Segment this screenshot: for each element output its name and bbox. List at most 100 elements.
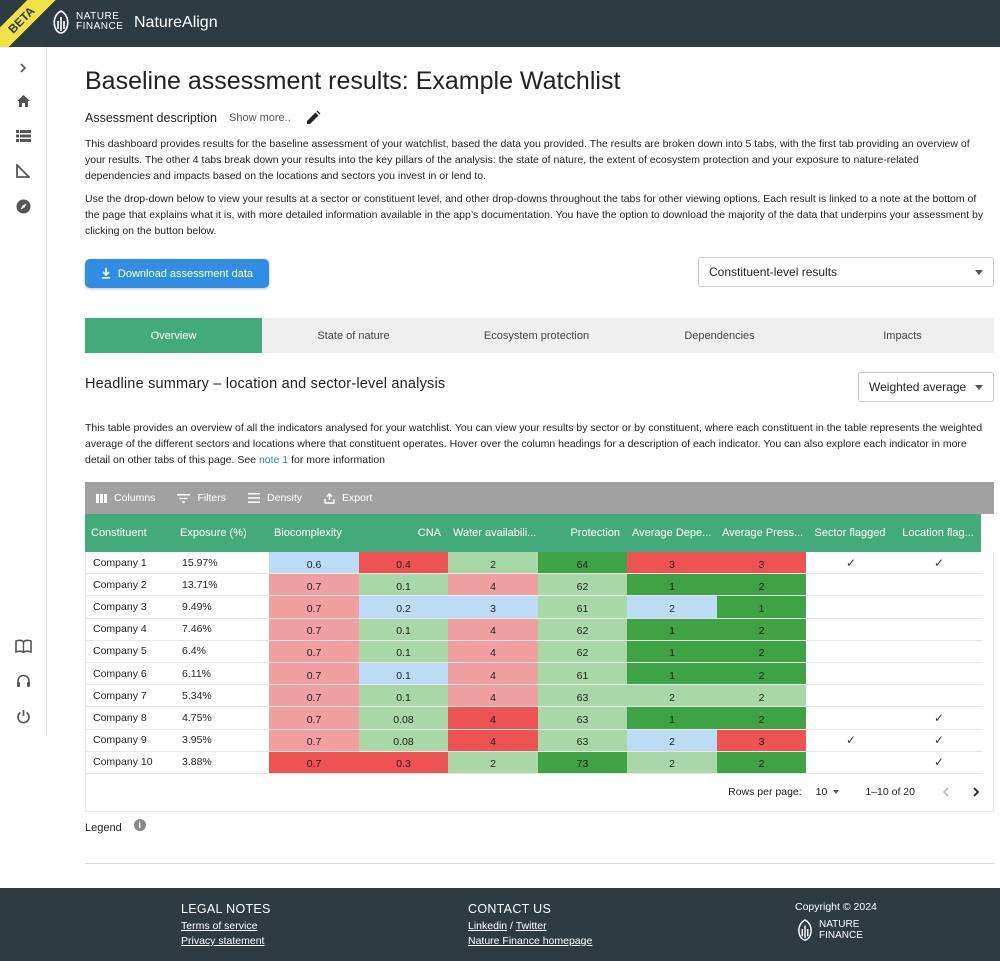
- protection-cell: 63: [538, 729, 627, 751]
- legend-row[interactable]: Legend i: [85, 819, 146, 834]
- location-flagged-check-icon: [896, 574, 982, 595]
- cna-cell: 0.08: [359, 707, 448, 729]
- exposure-cell: 3.88%: [182, 756, 212, 769]
- section-divider: [85, 863, 994, 864]
- sidebar: [0, 47, 47, 735]
- results-tabs: Overview State of nature Ecosystem prote…: [85, 318, 994, 353]
- header-average-pressure[interactable]: Average Press...: [722, 527, 804, 539]
- info-icon[interactable]: i: [133, 819, 146, 831]
- table-row[interactable]: Company 1 15.97% 0.6 0.4 2 64 3 3 ✓ ✓: [86, 552, 982, 575]
- filters-button[interactable]: Filters: [177, 492, 226, 504]
- table-row[interactable]: Company 2 13.71% 0.7 0.1 4 62 1 2: [86, 574, 982, 597]
- density-icon: [248, 493, 261, 503]
- sector-flagged-check-icon: [806, 685, 896, 706]
- ruler-icon[interactable]: [14, 162, 32, 180]
- water-availability-cell: 4: [448, 707, 538, 729]
- exposure-cell: 4.75%: [182, 711, 212, 724]
- header-protection[interactable]: Protection: [570, 527, 620, 539]
- footer-legal-column: LEGAL NOTES Terms of service Privacy sta…: [181, 902, 271, 949]
- average-dependency-cell: 2: [627, 596, 717, 618]
- table-row[interactable]: Company 8 4.75% 0.7 0.08 4 63 1 2 ✓: [86, 707, 982, 730]
- biocomplexity-cell: 0.7: [269, 707, 359, 729]
- twitter-link[interactable]: Twitter: [515, 920, 547, 932]
- header-water-availability[interactable]: Water availabili...: [453, 527, 537, 539]
- book-icon[interactable]: [14, 637, 32, 655]
- chevron-down-icon: [975, 270, 983, 275]
- constituent-name-cell: Company 2: [93, 578, 147, 591]
- compass-icon[interactable]: [14, 197, 32, 215]
- constituent-name-cell: Company 7: [93, 689, 147, 702]
- logo-line-2: FINANCE: [76, 21, 124, 32]
- tab-impacts[interactable]: Impacts: [883, 329, 922, 342]
- home-icon[interactable]: [14, 92, 32, 110]
- header-cna[interactable]: CNA: [417, 527, 441, 539]
- privacy-statement-link[interactable]: Privacy statement: [181, 935, 265, 947]
- linkedin-link[interactable]: Linkedin: [468, 920, 508, 932]
- result-level-select[interactable]: Constituent-level results: [698, 257, 994, 287]
- note-1-link[interactable]: note 1: [258, 454, 289, 466]
- contact-us-heading: CONTACT US: [468, 902, 552, 916]
- tab-overview[interactable]: Overview: [85, 318, 262, 353]
- header-sector-flagged[interactable]: Sector flagged: [814, 527, 886, 539]
- export-button[interactable]: Export: [324, 492, 372, 504]
- headset-icon[interactable]: [14, 672, 32, 690]
- summary-data-grid: Columns Filters Density Export Constitue…: [85, 482, 994, 812]
- header-exposure[interactable]: Exposure (%): [180, 527, 247, 539]
- protection-cell: 61: [538, 662, 627, 685]
- footer-logo[interactable]: NATURE FINANCE: [795, 918, 877, 942]
- header-location-flagged[interactable]: Location flag...: [902, 527, 974, 539]
- average-pressure-cell: 1: [717, 596, 806, 618]
- sector-flagged-check-icon: [806, 619, 896, 640]
- rows-per-page-select[interactable]: 10: [816, 786, 840, 798]
- previous-page-icon[interactable]: [941, 787, 951, 797]
- constituent-name-cell: Company 5: [93, 645, 147, 658]
- table-row[interactable]: Company 3 9.49% 0.7 0.2 3 61 2 1: [86, 596, 982, 619]
- pencil-edit-icon[interactable]: [305, 110, 321, 126]
- header-biocomplexity[interactable]: Biocomplexity: [274, 527, 342, 539]
- table-row[interactable]: Company 4 7.46% 0.7 0.1 4 62 1 2: [86, 618, 982, 641]
- density-button[interactable]: Density: [248, 492, 302, 504]
- tab-dependencies[interactable]: Dependencies: [684, 329, 755, 342]
- footer-copyright-column: Copyright © 2024 NATURE FINANCE: [795, 901, 877, 942]
- header-average-dependency[interactable]: Average Depe...: [632, 527, 712, 539]
- water-availability-cell: 4: [448, 640, 538, 662]
- table-row[interactable]: Company 5 6.4% 0.7 0.1 4 62 1 2: [86, 640, 982, 663]
- show-more-link[interactable]: Show more..: [229, 112, 291, 124]
- cna-cell: 0.4: [359, 552, 448, 574]
- protection-cell: 61: [538, 596, 627, 618]
- average-pressure-cell: 2: [717, 751, 806, 773]
- average-dependency-cell: 1: [627, 640, 717, 662]
- biocomplexity-cell: 0.7: [269, 729, 359, 751]
- chevron-right-icon[interactable]: [14, 59, 32, 77]
- exposure-cell: 5.34%: [182, 689, 212, 702]
- water-availability-cell: 2: [448, 751, 538, 773]
- columns-button[interactable]: Columns: [96, 492, 155, 504]
- location-flagged-check-icon: ✓: [933, 555, 945, 570]
- cna-cell: 0.1: [359, 618, 448, 640]
- average-pressure-cell: 2: [717, 640, 806, 662]
- table-row[interactable]: Company 10 3.88% 0.7 0.3 2 73 2 2 ✓: [86, 751, 982, 774]
- weighting-select[interactable]: Weighted average: [858, 372, 994, 402]
- average-pressure-cell: 2: [717, 618, 806, 640]
- water-availability-cell: 4: [448, 729, 538, 751]
- location-flagged-check-icon: [896, 663, 982, 684]
- power-icon[interactable]: [14, 707, 32, 725]
- average-dependency-cell: 3: [627, 552, 717, 574]
- list-icon[interactable]: [14, 127, 32, 145]
- table-row[interactable]: Company 6 6.11% 0.7 0.1 4 61 1 2: [86, 662, 982, 686]
- biocomplexity-cell: 0.6: [269, 552, 359, 574]
- next-page-icon[interactable]: [971, 787, 981, 798]
- result-level-value: Constituent-level results: [709, 265, 838, 279]
- filters-label: Filters: [197, 492, 227, 504]
- protection-cell: 73: [538, 751, 627, 773]
- header-constituent[interactable]: Constituent: [91, 527, 147, 539]
- download-assessment-button[interactable]: Download assessment data: [85, 259, 269, 288]
- table-row[interactable]: Company 7 5.34% 0.7 0.1 4 63 2 2: [86, 685, 982, 708]
- protection-cell: 62: [538, 574, 627, 596]
- table-row[interactable]: Company 9 3.95% 0.7 0.08 4 63 2 3 ✓ ✓: [86, 729, 982, 752]
- terms-of-service-link[interactable]: Terms of service: [181, 920, 258, 932]
- nature-finance-homepage-link[interactable]: Nature Finance homepage: [468, 935, 593, 947]
- tab-state-of-nature[interactable]: State of nature: [317, 329, 390, 342]
- nature-finance-logo[interactable]: NATURE FINANCE: [50, 9, 123, 35]
- tab-ecosystem-protection[interactable]: Ecosystem protection: [483, 329, 590, 342]
